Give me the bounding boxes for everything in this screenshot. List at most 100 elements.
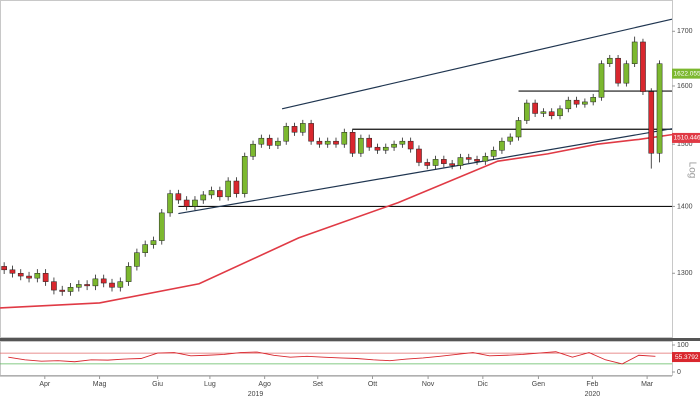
candle-body bbox=[168, 194, 173, 213]
candle-body bbox=[632, 42, 637, 64]
x-tick-label: Giu bbox=[152, 381, 163, 388]
candle-body bbox=[591, 97, 596, 102]
candle-body bbox=[250, 144, 255, 156]
candle-body bbox=[541, 112, 546, 114]
candle-body bbox=[217, 190, 222, 196]
candle-body bbox=[26, 276, 31, 278]
candle-body bbox=[101, 279, 106, 283]
candle-body bbox=[383, 147, 388, 150]
rsi-y-tick-label: 0 bbox=[677, 369, 681, 376]
x-tick-label: Lug bbox=[204, 381, 216, 388]
candle-body bbox=[508, 137, 513, 141]
candle-body bbox=[425, 162, 430, 165]
candle-body bbox=[143, 245, 148, 253]
x-tick-label: Ago bbox=[258, 381, 271, 388]
candle-body bbox=[474, 159, 479, 161]
candle-body bbox=[392, 144, 397, 147]
candle-body bbox=[10, 270, 15, 273]
candle-body bbox=[640, 42, 645, 92]
x-tick-label: Apr bbox=[39, 381, 51, 388]
candle-body bbox=[358, 138, 363, 153]
candle-body bbox=[234, 181, 239, 194]
candle-body bbox=[292, 126, 297, 132]
candle-body bbox=[375, 147, 380, 150]
candle-body bbox=[43, 273, 48, 281]
x-tick-label: Feb bbox=[586, 381, 598, 388]
candle-body bbox=[68, 287, 73, 291]
candle-body bbox=[126, 266, 131, 281]
candle-body bbox=[118, 282, 123, 288]
candle-body bbox=[408, 141, 413, 149]
x-tick-label: Mar bbox=[641, 381, 654, 388]
candle-body bbox=[599, 64, 604, 98]
candle-body bbox=[557, 109, 562, 116]
candle-body bbox=[582, 102, 587, 104]
scale-label: Log bbox=[686, 162, 697, 179]
candle-body bbox=[184, 200, 189, 206]
y-tick-label: 1300 bbox=[677, 270, 693, 277]
candle-body bbox=[574, 100, 579, 104]
candle-body bbox=[209, 190, 214, 194]
candle-body bbox=[309, 123, 314, 141]
x-tick-label: Mag bbox=[93, 381, 107, 388]
candle-body bbox=[284, 126, 289, 141]
candle-body bbox=[51, 282, 56, 290]
price-tag-label: 1622.0552 bbox=[674, 70, 700, 77]
candle-body bbox=[607, 58, 612, 63]
candle-body bbox=[76, 284, 81, 287]
rsi-tag-label: 55.3792 bbox=[675, 354, 699, 361]
candle-body bbox=[450, 164, 455, 166]
candle-body bbox=[317, 141, 322, 144]
y-tick-label: 1400 bbox=[677, 203, 693, 210]
candle-body bbox=[134, 253, 139, 267]
candle-body bbox=[649, 92, 654, 154]
rsi-y-tick-label: 100 bbox=[677, 342, 689, 349]
candle-body bbox=[342, 132, 347, 144]
candle-body bbox=[657, 64, 662, 154]
candle-body bbox=[2, 266, 7, 269]
candle-body bbox=[18, 273, 23, 276]
y-tick-label: 1600 bbox=[677, 83, 693, 90]
candle-body bbox=[524, 103, 529, 120]
candle-body bbox=[300, 123, 305, 132]
x-tick-label: Ott bbox=[368, 381, 377, 388]
candle-body bbox=[35, 273, 40, 278]
candle-body bbox=[242, 156, 247, 193]
candle-body bbox=[549, 112, 554, 116]
candle-body bbox=[201, 195, 206, 200]
candle-body bbox=[441, 159, 446, 163]
y-tick-label: 1700 bbox=[677, 28, 693, 35]
x-tick-label: Set bbox=[312, 381, 323, 388]
candle-body bbox=[491, 150, 496, 156]
candle-body bbox=[367, 138, 372, 147]
candle-body bbox=[85, 284, 90, 285]
candle-body bbox=[325, 141, 330, 144]
candle-body bbox=[93, 279, 98, 286]
candle-body bbox=[109, 283, 114, 287]
x-tick-label: Gen bbox=[532, 381, 545, 388]
candle-body bbox=[259, 138, 264, 144]
panel-separator bbox=[0, 338, 700, 341]
x-tick-label: Nov bbox=[422, 381, 435, 388]
candle-body bbox=[433, 159, 438, 165]
candle-body bbox=[400, 141, 405, 144]
x-tick-label: Dic bbox=[478, 381, 489, 388]
candle-body bbox=[159, 213, 164, 241]
candle-body bbox=[516, 120, 521, 137]
candle-body bbox=[275, 141, 280, 145]
candle-body bbox=[466, 158, 471, 160]
candle-body bbox=[458, 158, 463, 166]
candle-body bbox=[267, 138, 272, 145]
candle-body bbox=[624, 64, 629, 83]
candle-body bbox=[416, 149, 421, 162]
year-label: 2019 bbox=[248, 391, 264, 398]
candle-body bbox=[226, 181, 231, 197]
candle-body bbox=[566, 100, 571, 109]
candle-body bbox=[350, 132, 355, 153]
candle-body bbox=[333, 141, 338, 144]
price-tag-label: 1510.4463 bbox=[674, 135, 700, 142]
candle-body bbox=[499, 141, 504, 150]
year-label: 2020 bbox=[585, 391, 601, 398]
candle-body bbox=[533, 103, 538, 113]
